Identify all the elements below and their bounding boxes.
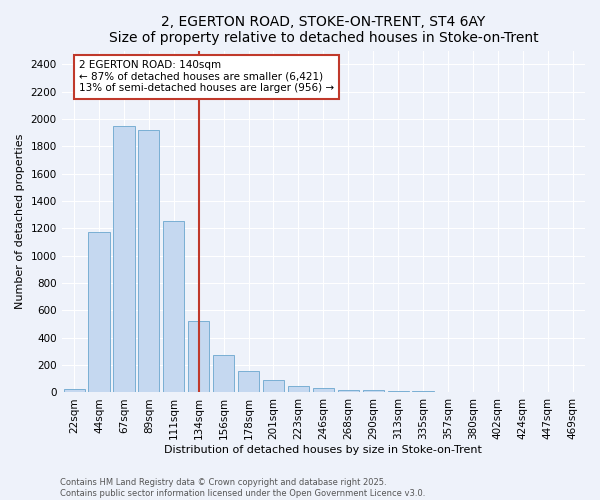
Bar bbox=[163, 222, 184, 392]
Bar bbox=[64, 389, 85, 392]
Bar bbox=[88, 232, 110, 392]
Title: 2, EGERTON ROAD, STOKE-ON-TRENT, ST4 6AY
Size of property relative to detached h: 2, EGERTON ROAD, STOKE-ON-TRENT, ST4 6AY… bbox=[109, 15, 538, 45]
Y-axis label: Number of detached properties: Number of detached properties bbox=[15, 134, 25, 309]
Bar bbox=[338, 390, 359, 392]
Bar bbox=[113, 126, 134, 392]
Bar bbox=[313, 388, 334, 392]
Text: 2 EGERTON ROAD: 140sqm
← 87% of detached houses are smaller (6,421)
13% of semi-: 2 EGERTON ROAD: 140sqm ← 87% of detached… bbox=[79, 60, 334, 94]
Bar bbox=[362, 390, 384, 392]
Bar bbox=[138, 130, 160, 392]
Bar bbox=[188, 322, 209, 392]
Bar bbox=[263, 380, 284, 392]
Bar bbox=[238, 372, 259, 392]
Text: Contains HM Land Registry data © Crown copyright and database right 2025.
Contai: Contains HM Land Registry data © Crown c… bbox=[60, 478, 425, 498]
Bar bbox=[213, 355, 234, 393]
X-axis label: Distribution of detached houses by size in Stoke-on-Trent: Distribution of detached houses by size … bbox=[164, 445, 482, 455]
Bar bbox=[288, 386, 309, 392]
